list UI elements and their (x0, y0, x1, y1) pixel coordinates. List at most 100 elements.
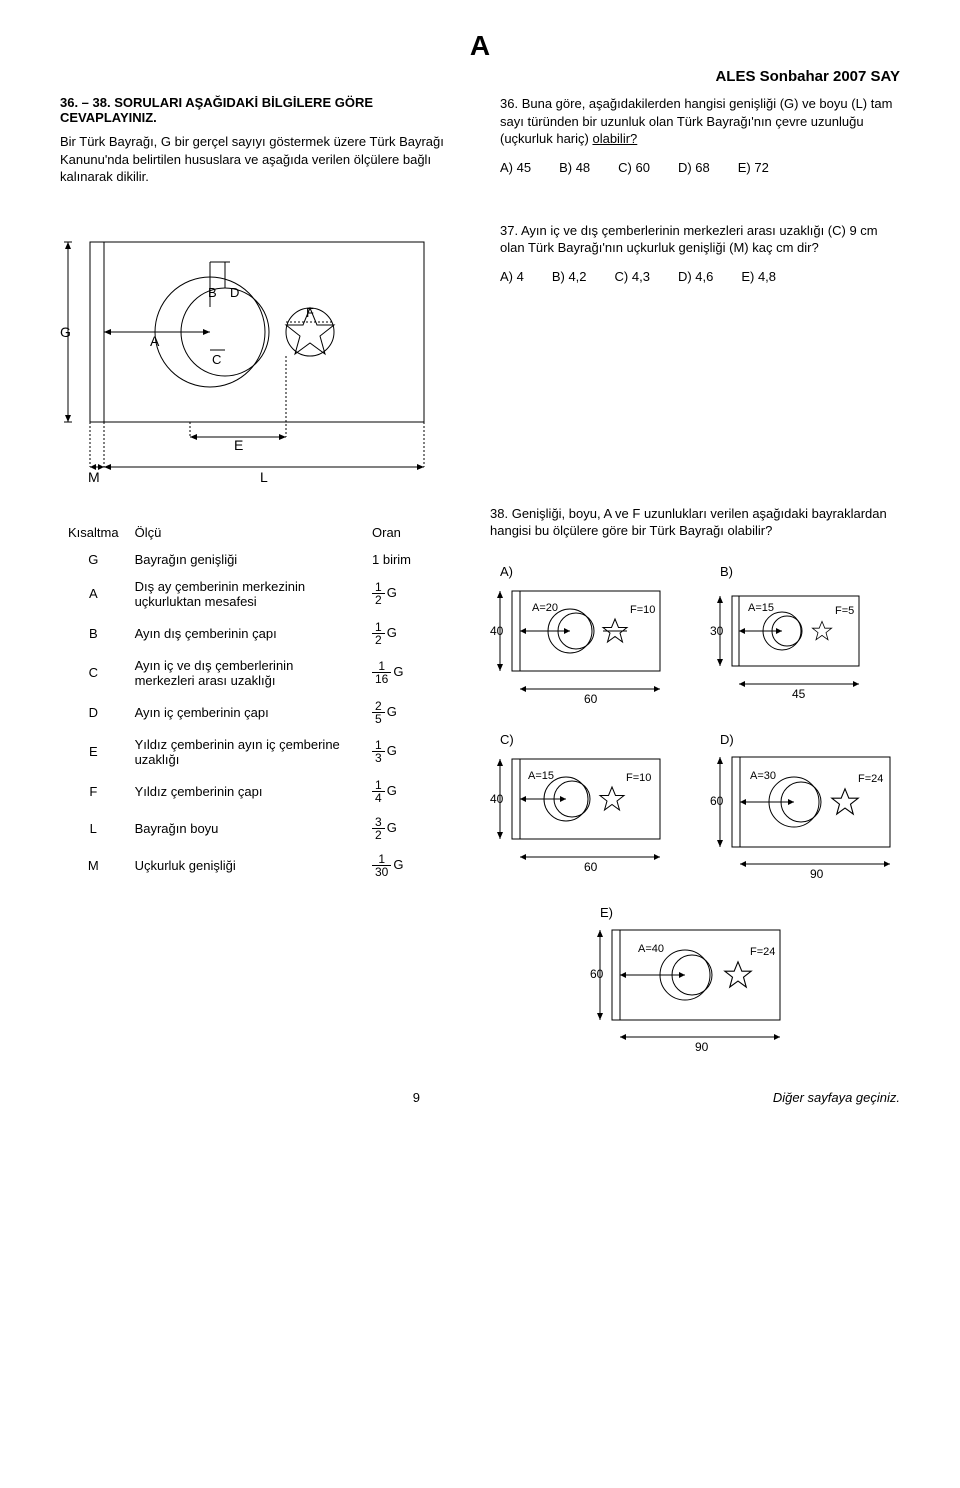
page-number: 9 (413, 1090, 420, 1105)
svg-text:A=15: A=15 (748, 602, 774, 614)
q37-choices: A) 4 B) 4,2 C) 4,3 D) 4,6 E) 4,8 (500, 269, 900, 284)
svg-text:A=30: A=30 (750, 770, 776, 782)
svg-text:M: M (88, 469, 100, 482)
cell-code: G (60, 546, 127, 573)
footer: 9 Diğer sayfaya geçiniz. (60, 1090, 900, 1105)
cell-ratio: 32G (364, 810, 450, 847)
svg-text:B: B (208, 285, 217, 300)
opt-e-svg: 60 A=40 F=24 (590, 922, 800, 1057)
svg-text:60: 60 (584, 692, 598, 706)
cell-desc: Uçkurluk genişliği (127, 847, 364, 884)
cell-code: D (60, 694, 127, 731)
opt-a-label: A) (500, 564, 680, 579)
q38-row: Kısaltma Ölçü Oran G Bayrağın genişliği … (60, 505, 900, 1060)
section-heading: 36. – 38. SORULARI AŞAĞIDAKİ BİLGİLERE G… (60, 95, 460, 125)
th-olcu: Ölçü (127, 519, 364, 546)
q36-choice-b: B) 48 (559, 160, 590, 175)
cell-ratio: 13G (364, 731, 450, 773)
cell-code: A (60, 573, 127, 615)
q36-choice-d: D) 68 (678, 160, 710, 175)
q37-choice-c: C) 4,3 (615, 269, 650, 284)
header-letter: A (60, 30, 900, 62)
q38-text: Genişliği, boyu, A ve F uzunlukları veri… (490, 506, 887, 539)
svg-text:F=10: F=10 (630, 604, 655, 616)
table-row: L Bayrağın boyu 32G (60, 810, 450, 847)
cell-code: L (60, 810, 127, 847)
th-oran: Oran (364, 519, 450, 546)
table-row: G Bayrağın genişliği 1 birim (60, 546, 450, 573)
page: A ALES Sonbahar 2007 SAY 36. – 38. SORUL… (0, 0, 960, 1488)
opt-b-label: B) (720, 564, 900, 579)
q38-opt-b: B) 30 A=15 (710, 564, 900, 714)
svg-text:60: 60 (584, 860, 598, 874)
svg-text:60: 60 (590, 967, 604, 981)
table-row: D Ayın iç çemberinin çapı 25G (60, 694, 450, 731)
opt-d-svg: 60 A=30 F=24 90 (710, 749, 900, 884)
opt-e-label: E) (600, 905, 800, 920)
table-header: Kısaltma Ölçü Oran (60, 519, 450, 546)
q37-choice-b: B) 4,2 (552, 269, 587, 284)
cell-desc: Ayın iç ve dış çemberlerinin merkezleri … (127, 652, 364, 694)
q37-text: Ayın iç ve dış çemberlerinin merkezleri … (500, 223, 878, 256)
q36-choice-c: C) 60 (618, 160, 650, 175)
q38-opt-c: C) 40 A=15 (490, 732, 680, 887)
svg-text:60: 60 (710, 794, 724, 808)
table-row: F Yıldız çemberinin çapı 14G (60, 773, 450, 810)
q37-choice-d: D) 4,6 (678, 269, 713, 284)
cell-desc: Ayın dış çemberinin çapı (127, 615, 364, 652)
cell-ratio: 116G (364, 652, 450, 694)
svg-text:D: D (230, 285, 239, 300)
exam-title: ALES Sonbahar 2007 SAY (60, 68, 900, 85)
opt-a-svg: 40 A=20 F=10 (490, 581, 680, 711)
svg-text:A=15: A=15 (528, 770, 554, 782)
th-kisaltma: Kısaltma (60, 519, 127, 546)
svg-text:45: 45 (792, 687, 806, 701)
q38-number: 38. (490, 506, 508, 521)
svg-text:90: 90 (810, 867, 824, 881)
q37-number: 37. (500, 223, 518, 238)
q38-opt-d: D) 60 A=30 (710, 732, 900, 887)
cell-desc: Bayrağın boyu (127, 810, 364, 847)
q36-text: Buna göre, aşağıdakilerden hangisi geniş… (500, 96, 892, 146)
q36-choices: A) 45 B) 48 C) 60 D) 68 E) 72 (500, 160, 900, 175)
opt-c-svg: 40 A=15 F=10 60 (490, 749, 680, 879)
q38-options: A) 40 A=20 (490, 564, 900, 1060)
table-row: C Ayın iç ve dış çemberlerinin merkezler… (60, 652, 450, 694)
diagram-row: G A B D (60, 222, 900, 485)
cell-ratio: 12G (364, 573, 450, 615)
cell-desc: Yıldız çemberinin ayın iç çemberine uzak… (127, 731, 364, 773)
q36-underline: olabilir? (592, 131, 637, 146)
svg-text:A=20: A=20 (532, 602, 558, 614)
svg-text:F=24: F=24 (858, 773, 883, 785)
cell-code: B (60, 615, 127, 652)
cell-code: F (60, 773, 127, 810)
cell-ratio: 14G (364, 773, 450, 810)
opt-b-svg: 30 A=15 F=5 45 (710, 581, 900, 711)
svg-text:30: 30 (710, 624, 724, 638)
left-col: 36. – 38. SORULARI AŞAĞIDAKİ BİLGİLERE G… (60, 95, 460, 202)
svg-text:G: G (60, 324, 71, 340)
cell-desc: Dış ay çemberinin merkezinin uçkurluktan… (127, 573, 364, 615)
q37-choice-e: E) 4,8 (741, 269, 776, 284)
opt-d-label: D) (720, 732, 900, 747)
svg-text:A=40: A=40 (638, 943, 664, 955)
opt-c-label: C) (500, 732, 680, 747)
cell-desc: Yıldız çemberinin çapı (127, 773, 364, 810)
svg-text:C: C (212, 352, 221, 367)
question-37: 37. Ayın iç ve dış çemberlerinin merkezl… (500, 222, 900, 485)
cell-code: E (60, 731, 127, 773)
svg-text:40: 40 (490, 624, 504, 638)
ratio-table: Kısaltma Ölçü Oran G Bayrağın genişliği … (60, 519, 450, 884)
cell-code: M (60, 847, 127, 884)
question-36: 36. Buna göre, aşağıdakilerden hangisi g… (500, 95, 900, 175)
passage-text: Bir Türk Bayrağı, G bir gerçel sayıyı gö… (60, 133, 460, 186)
q37-choice-a: A) 4 (500, 269, 524, 284)
svg-text:40: 40 (490, 792, 504, 806)
svg-text:F: F (306, 305, 314, 320)
q36-number: 36. (500, 96, 518, 111)
svg-text:F=5: F=5 (835, 605, 854, 617)
q36-text-before: Buna göre, aşağıdakilerden hangisi geniş… (500, 96, 892, 146)
cell-ratio: 1 birim (364, 546, 450, 573)
ratio-table-wrap: Kısaltma Ölçü Oran G Bayrağın genişliği … (60, 505, 450, 1060)
q38-opt-a: A) 40 A=20 (490, 564, 680, 714)
